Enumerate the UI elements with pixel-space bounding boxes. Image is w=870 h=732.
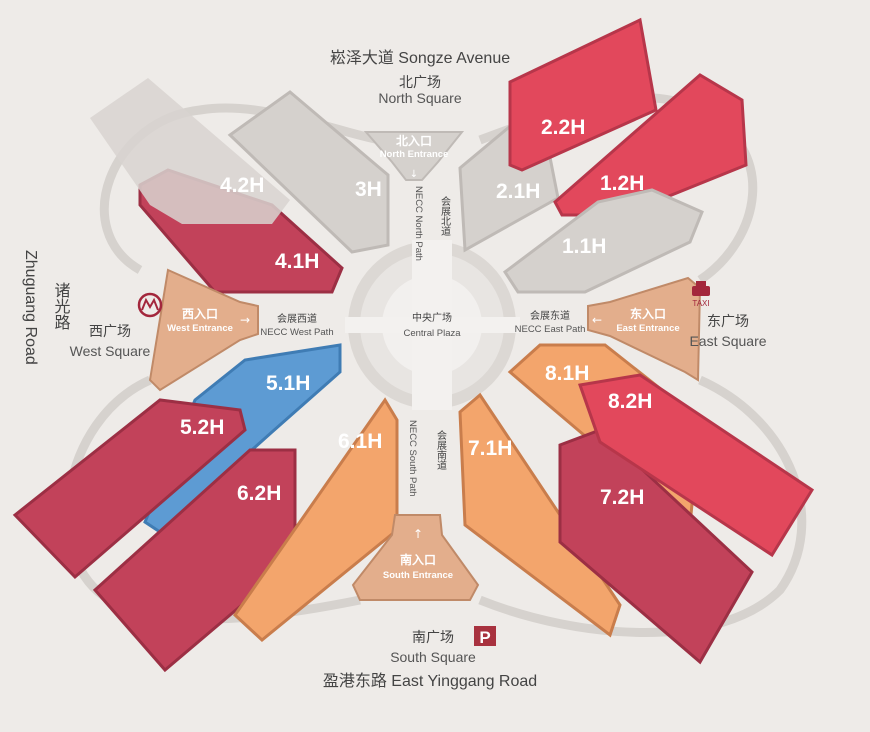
hall-5-2[interactable] <box>12 398 247 580</box>
hall-label-2-1: 2.1H <box>496 180 540 203</box>
hall-2-2[interactable] <box>508 17 658 172</box>
east-square-cn: 东广场 <box>707 314 749 330</box>
central-plaza-label-en: Central Plaza <box>403 328 461 339</box>
north-entrance-cn: 北入口 <box>396 133 432 148</box>
west-entrance[interactable]: 西入口 West Entrance → <box>148 268 259 392</box>
north-square-cn: 北广场 <box>399 75 441 91</box>
west-square-en: West Square <box>70 343 151 359</box>
hall-label-8-1: 8.1H <box>545 362 589 385</box>
hall-3[interactable] <box>227 90 390 254</box>
north-path-en: NECC North Path <box>413 186 424 261</box>
hall-label-2-2: 2.2H <box>541 116 585 139</box>
south-path-en: NECC South Path <box>407 420 418 497</box>
parking-label: P <box>479 628 490 647</box>
hall-label-6-2: 6.2H <box>237 482 281 505</box>
hall-1-2[interactable] <box>553 73 748 217</box>
south-path-cn: 会展南道 <box>435 429 447 470</box>
hall-5-1[interactable] <box>143 343 342 534</box>
right-arrow-icon: → <box>240 313 250 327</box>
south-square-en: South Square <box>390 649 476 665</box>
hall-label-1-2: 1.2H <box>600 172 644 195</box>
west-road-cn: 诸光路 <box>52 282 71 330</box>
east-path-en: NECC East Path <box>515 324 586 335</box>
east-entrance-cn: 东入口 <box>630 306 666 321</box>
hall-6-2[interactable] <box>92 448 297 673</box>
up-arrow-icon: ↑ <box>413 527 423 541</box>
hall-4-2[interactable] <box>90 78 290 224</box>
west-entrance-cn: 西入口 <box>182 307 218 321</box>
hall-label-7-1: 7.1H <box>468 437 512 460</box>
path-labels: 会展西道 NECC West Path 会展东道 NECC East Path … <box>260 186 585 497</box>
west-entrance-en: West Entrance <box>167 323 233 334</box>
west-path-en: NECC West Path <box>260 327 333 338</box>
east-entrance[interactable]: 东入口 East Entrance ← <box>587 276 702 382</box>
hall-8-2[interactable] <box>577 373 815 558</box>
hall-label-1-1: 1.1H <box>562 235 606 258</box>
place-labels: 崧泽大道 Songze Avenue 北广场 North Square 南广场 … <box>22 49 767 690</box>
north-path-cn: 会展北道 <box>439 195 451 236</box>
hall-label-8-2: 8.2H <box>608 390 652 413</box>
central-plaza-label-cn: 中央广场 <box>412 311 452 324</box>
hall-1-1[interactable] <box>502 188 704 294</box>
north-entrance-en: North Entrance <box>380 149 449 160</box>
taxi-label: TAXI <box>692 299 709 308</box>
south-square-cn: 南广场 <box>412 630 454 646</box>
north-road: 崧泽大道 Songze Avenue <box>330 49 510 67</box>
south-entrance[interactable]: ↑ 南入口 South Entrance <box>351 514 480 601</box>
east-entrance-en: East Entrance <box>616 323 679 334</box>
hall-7-2[interactable] <box>558 428 754 665</box>
metro-icon <box>137 292 163 318</box>
left-arrow-icon: ← <box>592 313 602 327</box>
hall-7-1[interactable] <box>458 392 622 638</box>
hall-label-5-1: 5.1H <box>266 372 310 395</box>
hall-label-6-1: 6.1H <box>338 430 382 453</box>
hall-6-1[interactable] <box>233 397 399 642</box>
down-arrow-icon: ↓ <box>410 169 418 180</box>
halls <box>12 17 815 673</box>
parking-icon: P <box>474 626 496 647</box>
south-entrance-cn: 南入口 <box>400 552 436 567</box>
hall-label-3: 3H <box>355 178 382 201</box>
hall-label-4-2: 4.2H <box>220 174 264 197</box>
west-road-en: Zhuguang Road <box>22 250 39 365</box>
west-square-cn: 西广场 <box>89 324 131 340</box>
hall-label-4-1: 4.1H <box>275 250 319 273</box>
hall-label-5-2: 5.2H <box>180 416 224 439</box>
north-square-en: North Square <box>378 90 461 106</box>
hall-label-7-2: 7.2H <box>600 486 644 509</box>
hall-labels: 4.2H 4.1H 3H 2.1H 2.2H 1.2H 1.1H 5.1H 5.… <box>180 116 652 509</box>
south-road: 盈港东路 East Yinggang Road <box>323 672 537 690</box>
taxi-icon: TAXI <box>692 281 710 308</box>
west-path-cn: 会展西道 <box>277 312 317 325</box>
east-square-en: East Square <box>689 333 766 349</box>
east-path-cn: 会展东道 <box>530 309 570 322</box>
north-entrance[interactable]: 北入口 North Entrance ↓ <box>363 131 465 181</box>
south-entrance-en: South Entrance <box>383 570 453 581</box>
central-plaza[interactable]: 中央广场 Central Plaza <box>345 240 520 410</box>
